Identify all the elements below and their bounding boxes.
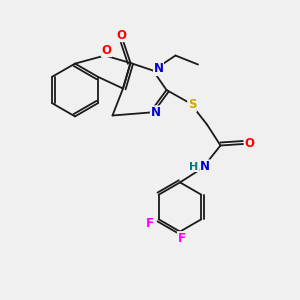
Text: H: H <box>190 161 199 172</box>
Text: N: N <box>200 160 210 173</box>
Text: F: F <box>178 232 185 245</box>
Text: S: S <box>188 98 196 112</box>
Text: O: O <box>101 44 112 57</box>
Text: N: N <box>150 106 161 119</box>
Text: O: O <box>116 28 127 42</box>
Text: O: O <box>244 137 255 150</box>
Text: F: F <box>146 217 154 230</box>
Text: N: N <box>153 62 164 76</box>
